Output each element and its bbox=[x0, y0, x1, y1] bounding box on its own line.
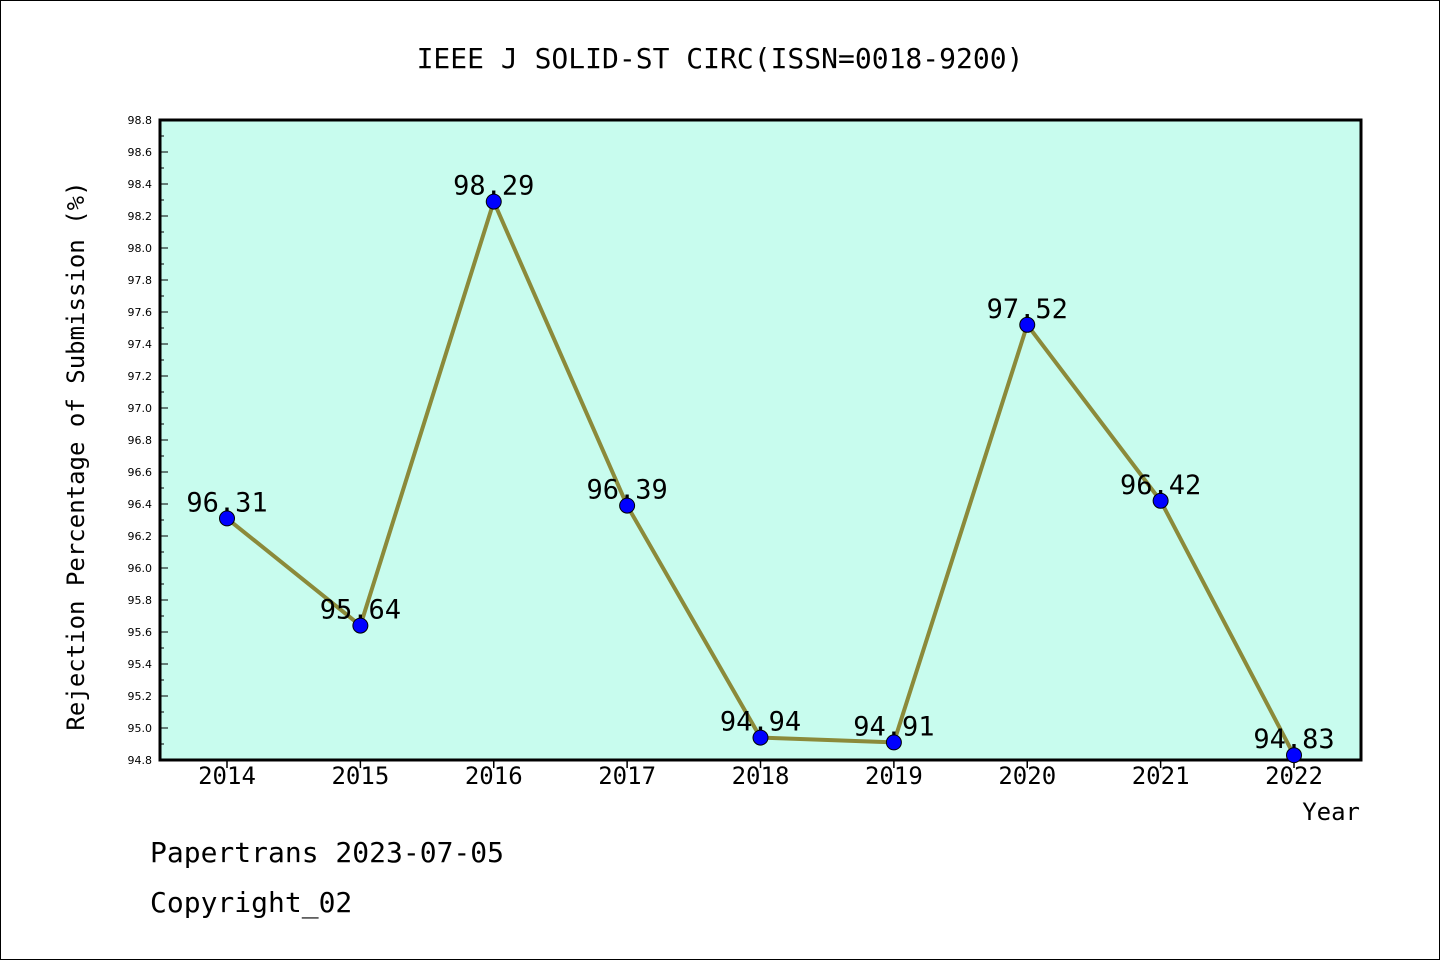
plot-area bbox=[158, 118, 1363, 762]
y-tick-label: 97.8 bbox=[128, 274, 153, 287]
y-tick-label: 95.8 bbox=[128, 594, 153, 607]
y-tick-label: 96.6 bbox=[128, 466, 153, 479]
y-tick-label: 95.4 bbox=[128, 658, 153, 671]
footer-date: Papertrans 2023-07-05 bbox=[150, 836, 505, 869]
y-tick-label: 96.4 bbox=[128, 498, 153, 511]
data-label: 94.91 bbox=[853, 711, 934, 742]
data-point bbox=[619, 497, 636, 514]
y-axis: 94.8 95.0 95.2 95.4 95.6 95.8 96.0 96.2 96.4 96.6… bbox=[128, 114, 168, 767]
x-tick-label: 2014 bbox=[198, 762, 256, 790]
y-tick-label: 95.2 bbox=[128, 690, 153, 703]
y-tick-label: 95.6 bbox=[128, 626, 153, 639]
data-point bbox=[219, 510, 235, 527]
y-tick-label: 97.0 bbox=[128, 402, 153, 415]
x-tick-label: 2018 bbox=[732, 762, 790, 790]
chart-title: IEEE J SOLID-ST CIRC(ISSN=0018-9200) bbox=[417, 42, 1024, 75]
data-point bbox=[1152, 492, 1169, 509]
data-point bbox=[1286, 747, 1302, 764]
x-tick-label: 2017 bbox=[598, 762, 656, 790]
data-label: 94.83 bbox=[1253, 724, 1334, 755]
x-tick-label: 2020 bbox=[998, 762, 1056, 790]
data-label: 96.31 bbox=[186, 487, 267, 518]
y-axis-label: Rejection Percentage of Submission (%) bbox=[62, 181, 90, 730]
data-point bbox=[752, 729, 769, 746]
data-label: 96.39 bbox=[586, 475, 667, 506]
y-tick-label: 98.2 bbox=[128, 210, 153, 223]
y-tick-label: 94.8 bbox=[128, 754, 153, 767]
x-tick-label: 2022 bbox=[1265, 762, 1323, 790]
y-tick-label: 98.4 bbox=[128, 178, 153, 191]
y-tick-label: 97.6 bbox=[128, 306, 153, 319]
data-label: 94.94 bbox=[720, 707, 801, 738]
data-label: 98.29 bbox=[453, 171, 534, 202]
data-point bbox=[485, 193, 502, 210]
data-point bbox=[1019, 316, 1036, 333]
x-axis-label: Year bbox=[1302, 798, 1360, 826]
x-tick-label: 2021 bbox=[1132, 762, 1190, 790]
x-tick-label: 2016 bbox=[465, 762, 523, 790]
footer-copyright: Copyright_02 bbox=[150, 886, 353, 919]
y-tick-label: 96.8 bbox=[128, 434, 153, 447]
series-rejection: 96.31 95.64 98.29 96.39 94.94 94.91 97.52 96.42… bbox=[186, 171, 1335, 764]
data-label: 95.64 bbox=[320, 595, 401, 626]
data-label: 96.42 bbox=[1120, 470, 1201, 501]
x-axis: 2014 2015 2016 2017 2018 2019 2020 2021 2022 bbox=[198, 760, 1323, 790]
x-tick-label: 2019 bbox=[865, 762, 923, 790]
x-tick-label: 2015 bbox=[331, 762, 389, 790]
y-tick-label: 97.2 bbox=[128, 370, 153, 383]
y-tick-label: 98.6 bbox=[128, 146, 153, 159]
data-point bbox=[885, 734, 902, 751]
y-tick-label: 98.0 bbox=[128, 242, 153, 255]
data-point bbox=[352, 617, 369, 634]
y-tick-label: 96.0 bbox=[128, 562, 153, 575]
y-tick-label: 95.0 bbox=[128, 722, 153, 735]
data-label: 97.52 bbox=[987, 294, 1068, 325]
y-tick-label: 98.8 bbox=[128, 114, 153, 127]
y-tick-label: 96.2 bbox=[128, 530, 153, 543]
y-tick-label: 97.4 bbox=[128, 338, 153, 351]
